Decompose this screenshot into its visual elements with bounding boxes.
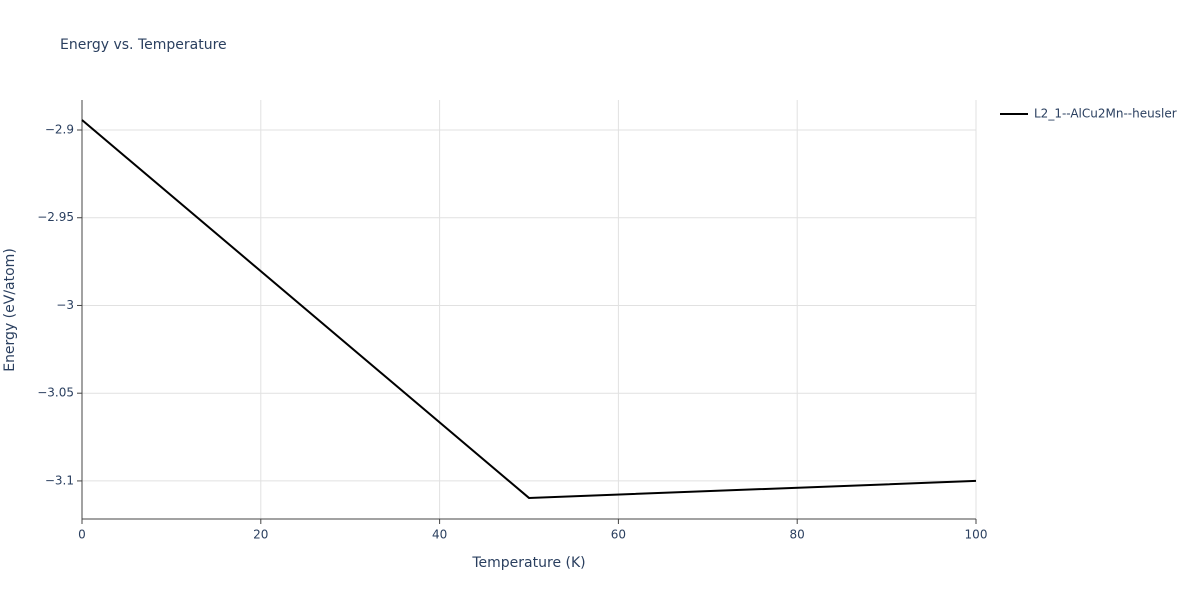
- y-tick-label: −3.05: [37, 386, 74, 400]
- x-tick-label: 60: [611, 528, 626, 542]
- data-line: [81, 119, 977, 499]
- y-tick-label: −2.95: [37, 210, 74, 224]
- y-tick-label: −3: [56, 298, 74, 312]
- y-tick-label: −2.9: [45, 123, 74, 137]
- y-axis-title: Energy (eV/atom): [2, 248, 18, 372]
- x-tick-label: 80: [790, 528, 805, 542]
- x-tick-label: 20: [253, 528, 268, 542]
- y-tick-label: −3.1: [45, 473, 74, 487]
- x-axis-title: Temperature (K): [471, 555, 585, 571]
- x-tick-label: 100: [965, 528, 988, 542]
- chart-title: Energy vs. Temperature: [60, 37, 227, 53]
- x-tick-label: 0: [78, 528, 86, 542]
- x-tick-label: 40: [432, 528, 447, 542]
- legend-label: L2_1--AlCu2Mn--heusler: [1034, 107, 1177, 121]
